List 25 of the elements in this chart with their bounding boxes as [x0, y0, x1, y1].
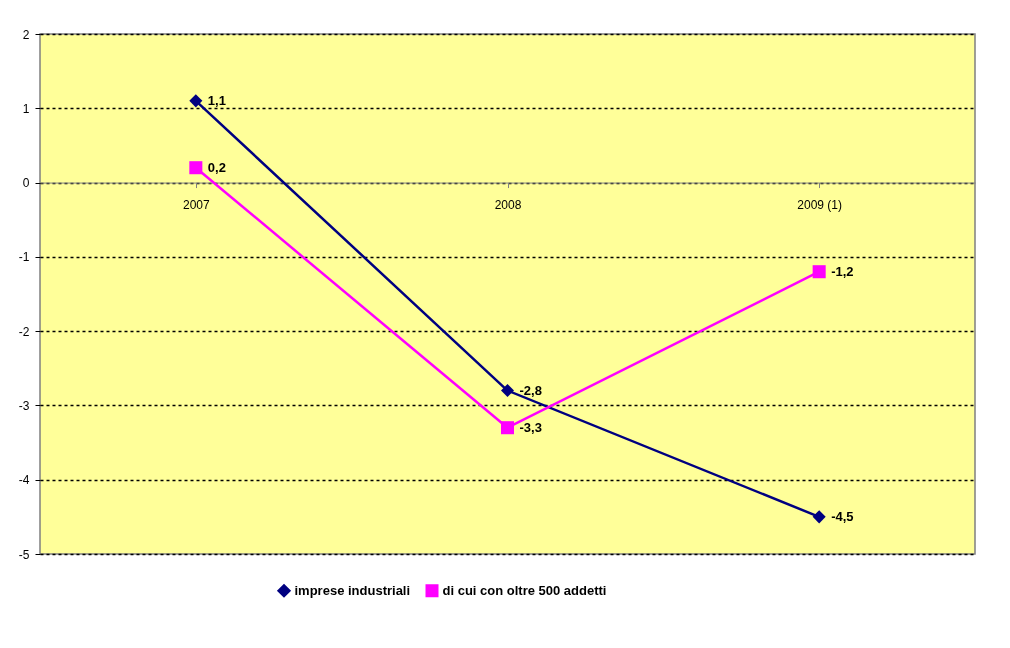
y-tick-label: 0 [22, 176, 30, 191]
point [500, 384, 515, 398]
data-label: 1,1 [207, 92, 226, 108]
y-tick-label: -5 [18, 547, 30, 562]
y-tick-label: 2 [22, 27, 30, 42]
data-label: -3,3 [519, 419, 542, 435]
y-tick-label: 1 [22, 101, 30, 116]
legend-label: imprese industriali [294, 582, 411, 598]
legend-label: di cui con oltre 500 addetti [442, 582, 607, 598]
data-label: -1,2 [831, 263, 854, 279]
y-tick-label: -3 [18, 398, 30, 413]
point [189, 161, 203, 175]
x-tick-label: 2007 [182, 198, 210, 213]
y-tick-label: -1 [18, 250, 30, 265]
x-tick-label: 2009 (1) [797, 198, 843, 213]
point [812, 510, 826, 524]
point [500, 421, 515, 435]
x-tick-label: 2008 [494, 198, 522, 213]
point [189, 94, 203, 108]
data-label: -4,5 [831, 508, 854, 524]
data-label: -2,8 [519, 382, 542, 398]
point [812, 265, 826, 279]
y-tick-label: -4 [18, 473, 30, 488]
y-tick-label: -2 [18, 324, 30, 339]
data-label: 0,2 [207, 159, 226, 175]
